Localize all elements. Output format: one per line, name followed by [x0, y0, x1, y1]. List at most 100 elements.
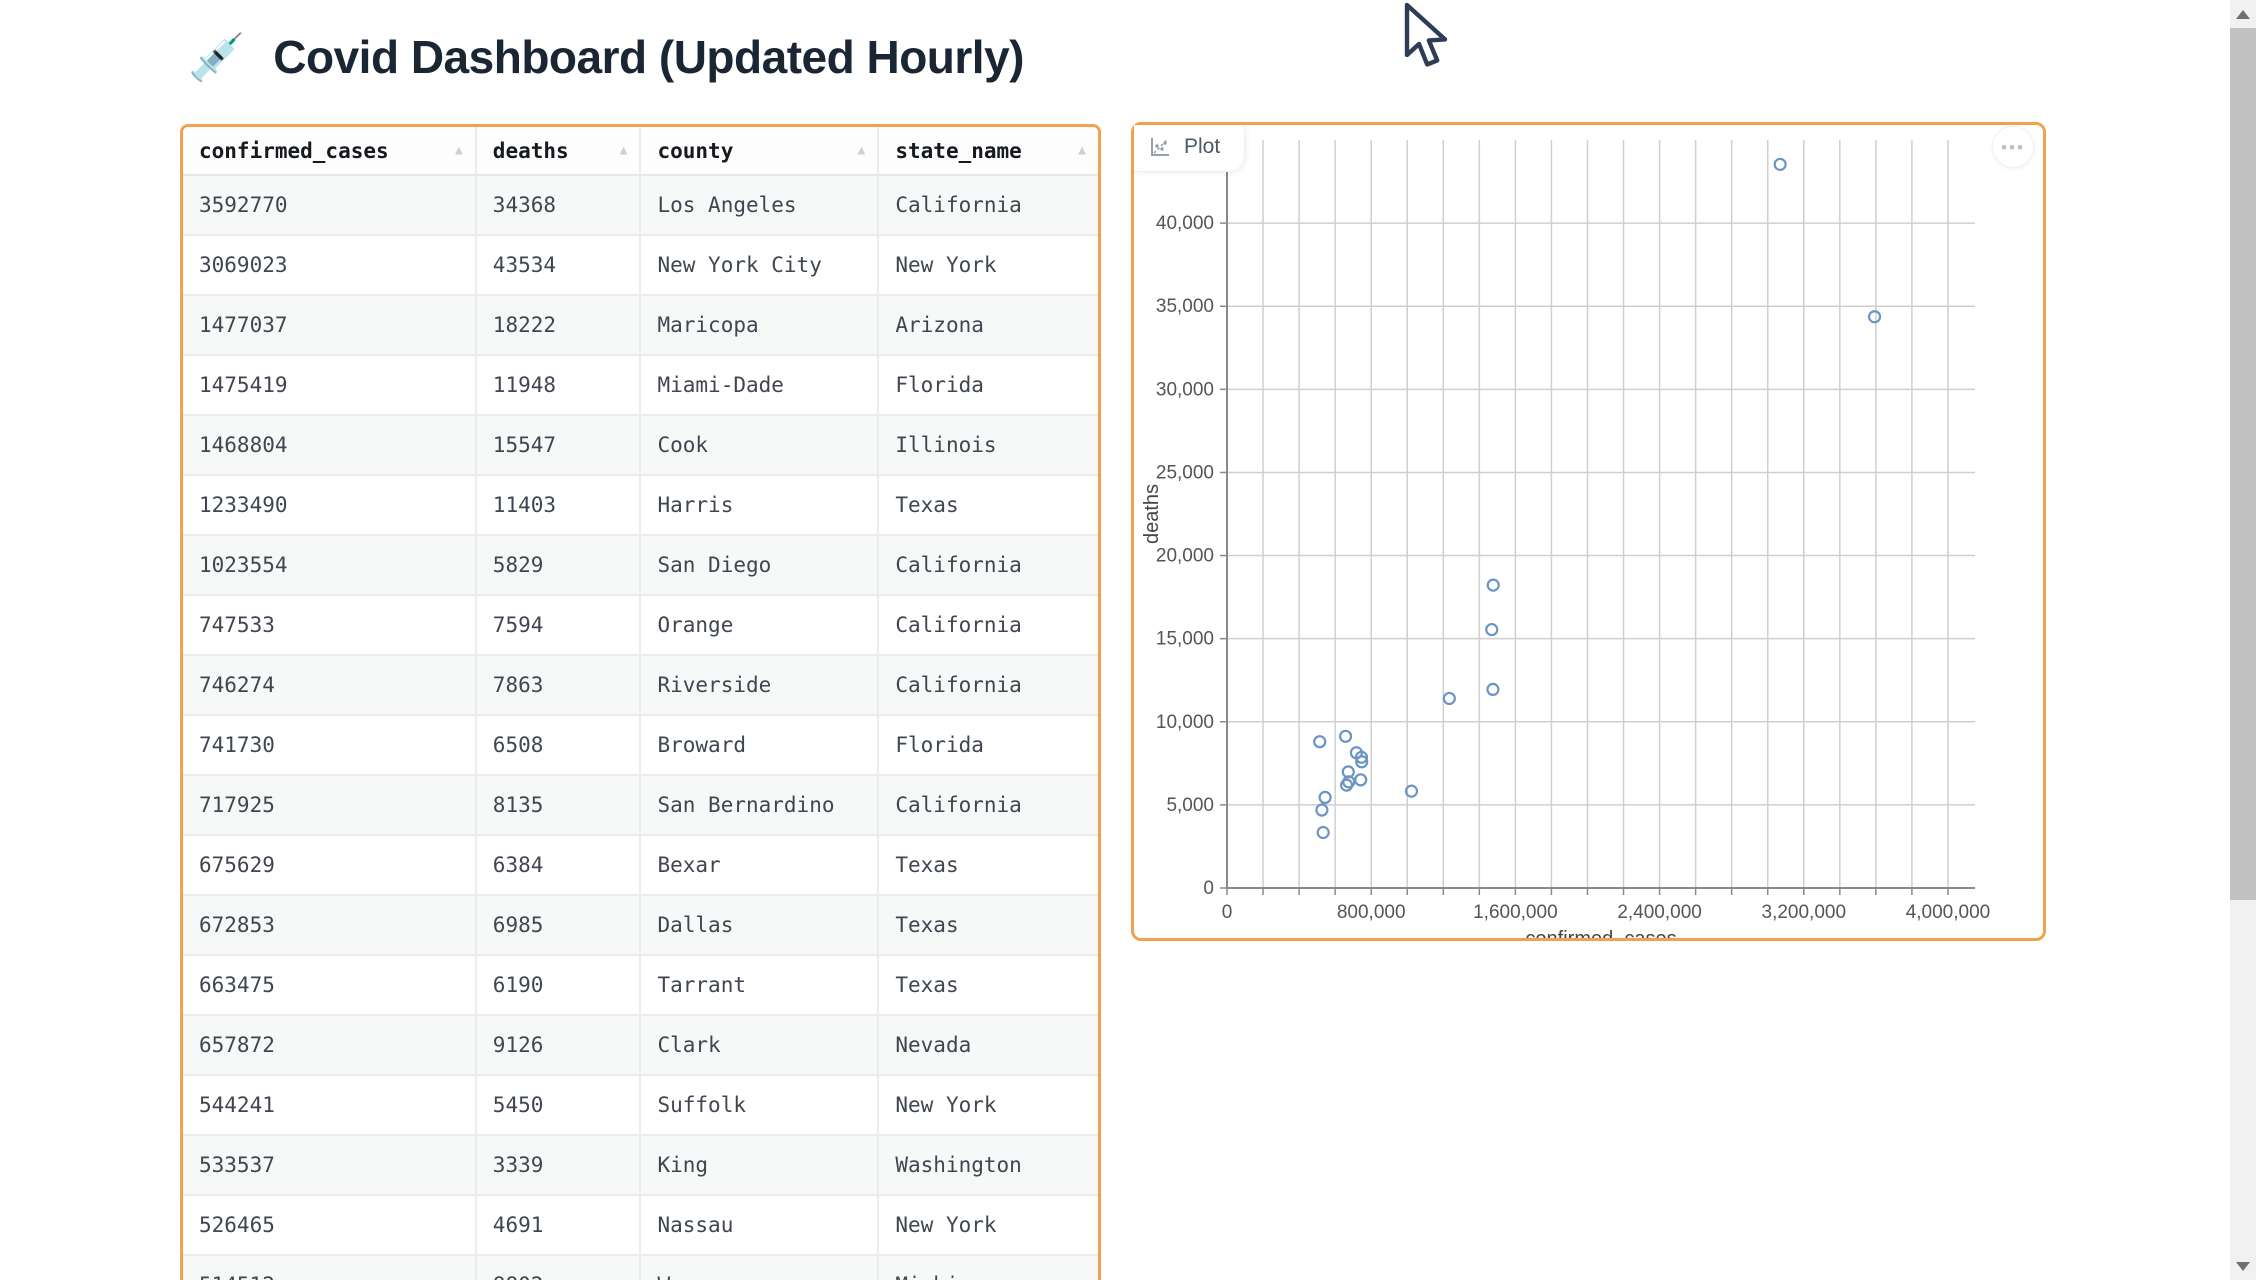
- cell-county: Orange: [640, 595, 880, 656]
- cell-state_name: Florida: [878, 715, 1098, 776]
- cell-county: Bexar: [640, 835, 880, 896]
- table-row: 1468804 15547 Cook Illinois: [183, 415, 1098, 476]
- cell-county: San Bernardino: [640, 775, 880, 836]
- scrollbar-up-button[interactable]: [2230, 0, 2256, 28]
- cell-deaths: 7594: [475, 595, 642, 656]
- cell-confirmed_cases: 526465: [183, 1195, 477, 1256]
- table-row: 663475 6190 Tarrant Texas: [183, 955, 1098, 1016]
- plot-tab-label: Plot: [1184, 135, 1221, 158]
- vertical-scrollbar[interactable]: [2230, 0, 2256, 1280]
- scatter-point: [1442, 691, 1456, 706]
- page-title: Covid Dashboard (Updated Hourly): [273, 31, 1024, 83]
- table-row: 746274 7863 Riverside California: [183, 655, 1098, 716]
- plot-tab[interactable]: Plot: [1134, 125, 1246, 172]
- cell-state_name: Illinois: [878, 415, 1098, 476]
- cell-deaths: 6384: [475, 835, 642, 896]
- y-tick-label: 0: [1203, 878, 1214, 899]
- cell-county: Suffolk: [640, 1075, 880, 1136]
- mouse-cursor: [1404, 2, 1448, 67]
- table-row: 747533 7594 Orange California: [183, 595, 1098, 656]
- scrollbar-down-button[interactable]: [2230, 1252, 2256, 1280]
- cell-confirmed_cases: 1023554: [183, 535, 477, 596]
- cell-county: Miami-Dade: [640, 355, 880, 416]
- cell-county: Dallas: [640, 895, 880, 956]
- cell-confirmed_cases: 1477037: [183, 295, 477, 356]
- cell-county: Broward: [640, 715, 880, 776]
- y-tick-label: 40,000: [1156, 213, 1214, 234]
- scatter-point: [1339, 778, 1354, 792]
- scatter-point: [1486, 578, 1500, 592]
- y-tick-label: 10,000: [1156, 712, 1214, 733]
- x-tick-label: 0: [1222, 902, 1233, 923]
- syringe-emoji-icon: 💉: [188, 31, 246, 83]
- table-row: 672853 6985 Dallas Texas: [183, 895, 1098, 956]
- cell-county: Riverside: [640, 655, 880, 716]
- cell-confirmed_cases: 657872: [183, 1015, 477, 1076]
- cell-deaths: 8135: [475, 775, 642, 836]
- cell-deaths: 6508: [475, 715, 642, 776]
- y-tick-label: 25,000: [1156, 462, 1214, 483]
- table-row: 3592770 34368 Los Angeles California: [183, 175, 1098, 236]
- cell-state_name: Washington: [878, 1135, 1098, 1196]
- table-row: 3069023 43534 New York City New York: [183, 235, 1098, 296]
- column-header-confirmed_cases[interactable]: confirmed_cases ▲: [183, 127, 477, 176]
- x-tick-label: 800,000: [1337, 902, 1406, 923]
- cell-state_name: Nevada: [878, 1015, 1098, 1076]
- column-header-label: deaths: [492, 138, 569, 163]
- table-row: 544241 5450 Suffolk New York: [183, 1075, 1098, 1136]
- cell-confirmed_cases: 3069023: [183, 235, 477, 296]
- cell-deaths: 6190: [475, 955, 642, 1016]
- cell-confirmed_cases: 1468804: [183, 415, 477, 476]
- cell-state_name: New York: [878, 1075, 1098, 1136]
- y-tick-label: 30,000: [1156, 379, 1214, 400]
- column-header-label: state_name: [895, 138, 1022, 163]
- ellipsis-icon: •••: [2001, 137, 2025, 157]
- table-row: 657872 9126 Clark Nevada: [183, 1015, 1098, 1076]
- cell-deaths: 8802: [475, 1255, 642, 1280]
- column-header-state_name[interactable]: state_name ▲: [878, 127, 1098, 176]
- cell-confirmed_cases: 675629: [183, 835, 477, 896]
- scatter-plot-icon: [1151, 138, 1169, 156]
- cell-state_name: California: [878, 775, 1098, 836]
- scatter-point: [1486, 682, 1500, 696]
- cell-county: Clark: [640, 1015, 880, 1076]
- page-header: 💉 Covid Dashboard (Updated Hourly): [188, 30, 1024, 84]
- scatter-point: [1316, 825, 1330, 840]
- covid-data-table: confirmed_cases ▲ deaths ▲ county ▲ state_name…: [183, 127, 1098, 1280]
- x-tick-label: 4,000,000: [1906, 902, 1991, 923]
- table-row: 526465 4691 Nassau New York: [183, 1195, 1098, 1256]
- cell-deaths: 5829: [475, 535, 642, 596]
- cell-county: San Diego: [640, 535, 880, 596]
- cell-state_name: California: [878, 175, 1098, 236]
- cell-confirmed_cases: 1233490: [183, 475, 477, 536]
- y-tick-label: 35,000: [1156, 296, 1214, 317]
- plot-menu-button[interactable]: •••: [1992, 126, 2034, 168]
- table-row: 675629 6384 Bexar Texas: [183, 835, 1098, 896]
- scatter-point: [1349, 746, 1363, 760]
- cell-deaths: 18222: [475, 295, 642, 356]
- sort-arrow-icon: ▲: [1078, 142, 1086, 158]
- cell-deaths: 11948: [475, 355, 642, 416]
- cell-state_name: New York: [878, 235, 1098, 296]
- cell-confirmed_cases: 514512: [183, 1255, 477, 1280]
- cell-state_name: California: [878, 595, 1098, 656]
- scrollbar-thumb[interactable]: [2230, 28, 2256, 900]
- cell-county: New York City: [640, 235, 880, 296]
- sort-arrow-icon: ▲: [619, 142, 628, 158]
- cell-deaths: 5450: [475, 1075, 642, 1136]
- column-header-deaths[interactable]: deaths ▲: [475, 127, 642, 176]
- table-header: confirmed_cases ▲ deaths ▲ county ▲ state_name…: [183, 127, 1098, 176]
- cell-state_name: Florida: [878, 355, 1098, 416]
- cell-state_name: Arizona: [878, 295, 1098, 356]
- sort-arrow-icon: ▲: [857, 142, 866, 158]
- table-row: 717925 8135 San Bernardino California: [183, 775, 1098, 836]
- cell-deaths: 3339: [475, 1135, 642, 1196]
- plot-panel: Plot ••• 0 800,000 1,600,000 2,400,000 3,200…: [1131, 122, 2046, 941]
- y-axis-title: deaths: [1141, 484, 1163, 544]
- table-row: 741730 6508 Broward Florida: [183, 715, 1098, 776]
- cell-confirmed_cases: 533537: [183, 1135, 477, 1196]
- x-tick-label: 3,200,000: [1762, 902, 1847, 923]
- column-header-county[interactable]: county ▲: [640, 127, 880, 176]
- cell-confirmed_cases: 746274: [183, 655, 477, 716]
